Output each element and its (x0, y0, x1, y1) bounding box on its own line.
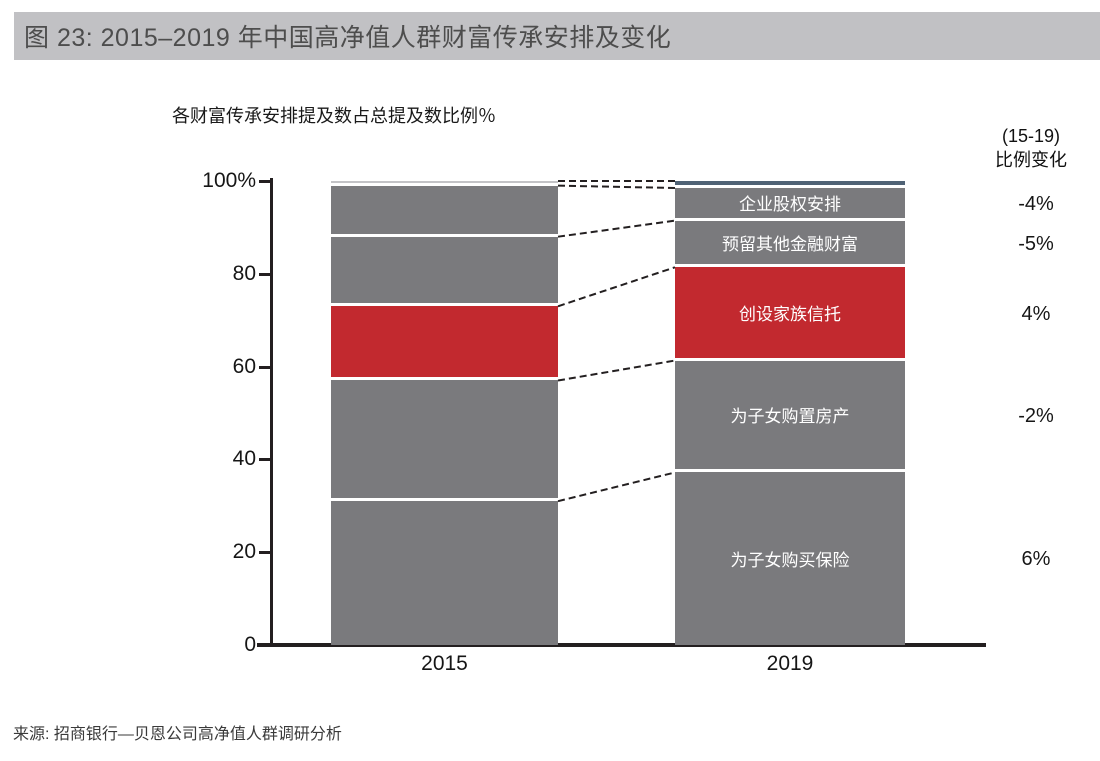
y-tick-mark-60 (259, 365, 270, 369)
connector-line (557, 219, 676, 238)
slope-connector-lines (557, 180, 676, 503)
connector-line (557, 359, 676, 382)
bar-segment-top-strip-2019 (675, 181, 905, 188)
bar-segment-insurance-for-children-2015 (331, 501, 558, 645)
segment-label-property-for-children: 为子女购置房产 (730, 407, 850, 427)
y-tick-label-100: 100% (202, 169, 256, 192)
change-column-header-line1: (15-19) (1001, 126, 1061, 146)
bar-segment-reserved-financial-wealth-2015 (331, 236, 558, 307)
y-tick-mark-40 (259, 458, 270, 462)
change-value-family-trust: 4% (1021, 302, 1051, 325)
y-tick-label-20: 20 (232, 540, 256, 564)
connector-line (557, 471, 676, 503)
change-value-reserved-financial-wealth: -5% (1018, 232, 1054, 255)
bar-segment-family-trust-2019: 创设家族信托 (675, 267, 905, 361)
bar-segment-family-trust-2015 (331, 306, 558, 381)
change-value-corporate-equity: -4% (1018, 193, 1054, 216)
stacked-bar-2019: 企业股权安排 预留其他金融财富 创设家族信托 为子女购置房产 为子女购买保险 (675, 181, 905, 645)
x-axis-line (257, 643, 986, 647)
bar-segment-corporate-equity-2019: 企业股权安排 (675, 187, 905, 221)
segment-label-reserved-financial-wealth: 预留其他金融财富 (722, 234, 858, 254)
y-axis-line (270, 178, 273, 647)
figure-title-bar: 图 23: 2015–2019 年中国高净值人群财富传承安排及变化 (14, 12, 1100, 60)
y-tick-mark-0 (259, 644, 270, 647)
bar-segment-corporate-equity-2015 (331, 185, 558, 237)
y-tick-label-0: 0 (244, 633, 256, 656)
segment-label-family-trust: 创设家族信托 (739, 304, 841, 324)
stacked-bar-2015 (331, 181, 558, 645)
connector-line (557, 184, 676, 189)
x-axis-label-2019: 2019 (766, 652, 814, 675)
y-tick-mark-100 (259, 180, 270, 183)
bar-segment-property-for-children-2019: 为子女购置房产 (675, 360, 905, 473)
y-tick-mark-20 (259, 551, 270, 555)
y-tick-mark-80 (259, 272, 270, 276)
change-column-header-line2: 比例变化 (995, 150, 1067, 170)
bar-segment-insurance-for-children-2019: 为子女购买保险 (675, 472, 905, 645)
figure-title: 图 23: 2015–2019 年中国高净值人群财富传承安排及变化 (24, 24, 672, 52)
bar-segment-top-strip-2015 (331, 181, 558, 186)
chart-axis-title: 各财富传承安排提及数占总提及数比例％ (172, 106, 496, 126)
bar-segment-reserved-financial-wealth-2019: 预留其他金融财富 (675, 220, 905, 268)
x-axis-label-2015: 2015 (421, 652, 468, 675)
segment-label-corporate-equity: 企业股权安排 (739, 195, 841, 215)
segment-label-insurance-for-children: 为子女购买保险 (730, 551, 850, 571)
y-tick-label-60: 60 (232, 354, 256, 378)
bar-segment-property-for-children-2015 (331, 380, 558, 502)
change-column-header: (15-19) 比例变化 (946, 124, 1100, 172)
connector-line (557, 266, 676, 308)
y-tick-label-40: 40 (232, 447, 256, 471)
y-tick-label-80: 80 (232, 261, 256, 285)
source-note: 来源: 招商银行—贝恩公司高净值人群调研分析 (13, 726, 342, 743)
change-value-insurance-for-children: 6% (1021, 547, 1051, 570)
change-value-property-for-children: -2% (1018, 405, 1054, 428)
